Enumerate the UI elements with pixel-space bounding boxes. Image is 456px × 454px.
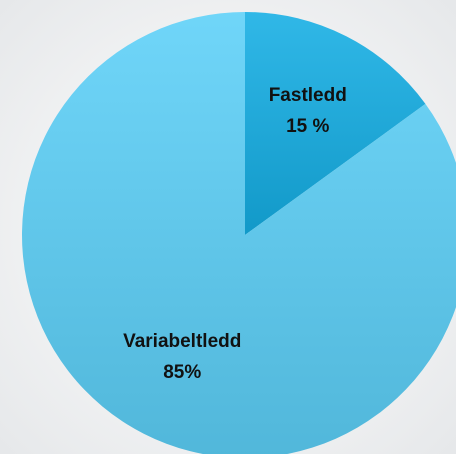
- slice-label: Variabeltledd: [123, 331, 241, 352]
- slice-value-label: 85%: [163, 362, 201, 383]
- slice-shade: [22, 12, 456, 454]
- slice-label: Fastledd: [269, 85, 347, 106]
- slice-shade: [245, 12, 426, 235]
- slice-value-label: 15 %: [286, 116, 329, 137]
